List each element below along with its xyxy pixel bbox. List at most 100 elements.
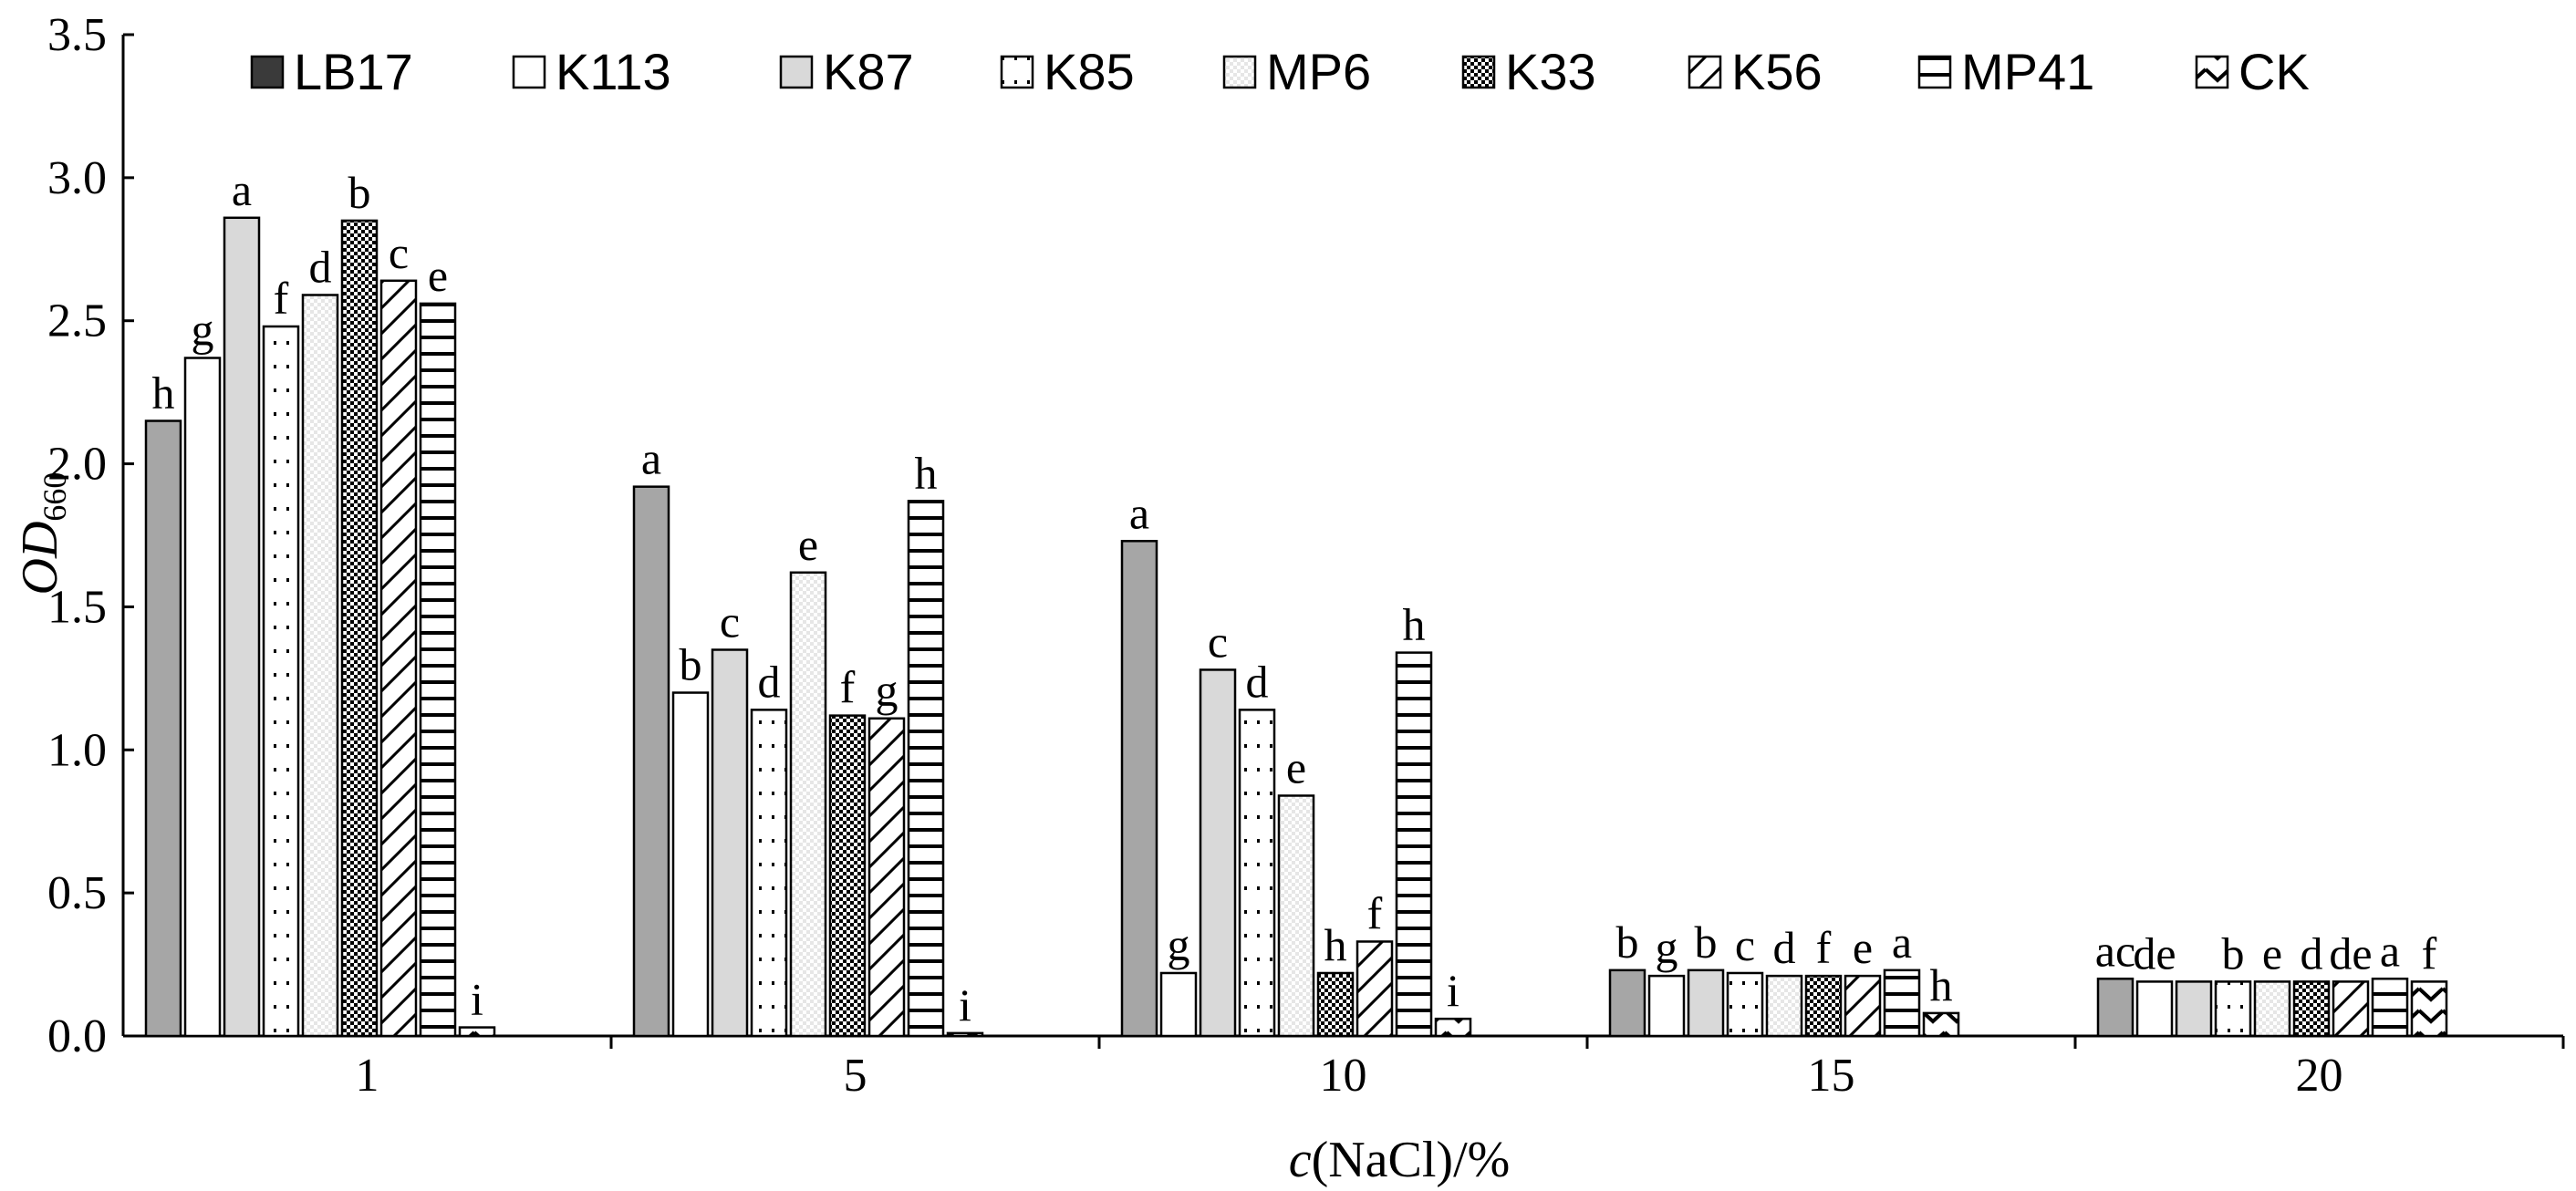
legend-swatch [1688, 55, 1722, 89]
y-tick-label: 2.5 [47, 295, 107, 347]
significance-label: i [1447, 965, 1459, 1016]
significance-label: a [1892, 917, 1912, 968]
y-axis-title-main: OD [12, 522, 68, 596]
significance-label: d [2301, 927, 2323, 979]
y-ticks: 0.0 0.5 1.0 1.5 2.0 2.5 3.0 3.5 [47, 9, 134, 1062]
significance-label: a [641, 433, 661, 484]
bar-k87-20 [2175, 980, 2213, 1038]
bar-lb17-10 [1120, 540, 1158, 1038]
significance-label: a [232, 164, 252, 215]
significance-label: b [2222, 927, 2245, 979]
legend-swatch [250, 55, 285, 89]
bar-mp41-5 [907, 500, 945, 1038]
legend-label: K85 [1044, 43, 1135, 100]
legend-item-mp6: MP6 [1222, 43, 1371, 100]
legend-label: MP6 [1266, 43, 1371, 100]
x-axis-title-variable: c [1289, 1132, 1312, 1188]
significance-label: i [959, 979, 971, 1030]
bar-k33-20 [2292, 980, 2331, 1038]
significance-label: a [1129, 487, 1149, 538]
significance-label: e [428, 250, 448, 301]
significance-label: d [309, 241, 332, 292]
significance-label: f [840, 662, 856, 713]
significance-label: f [1367, 887, 1383, 938]
bar-k87-15 [1687, 968, 1725, 1038]
bar-mp41-20 [2371, 978, 2409, 1038]
legend-item-k113: K113 [512, 43, 671, 100]
bar-k85-15 [1726, 971, 1764, 1038]
significance-label: h [1324, 919, 1347, 970]
bar-k87-5 [711, 648, 749, 1038]
x-tick-label: 1 [356, 1050, 379, 1102]
legend-swatch [779, 55, 814, 89]
bar-ck-5 [946, 1031, 984, 1038]
legend-label: K33 [1505, 43, 1596, 100]
y-axis-title: OD660 [12, 472, 73, 596]
bar-k56-1 [379, 279, 418, 1038]
significance-label: e [798, 519, 818, 570]
legend-item-k33: K33 [1461, 43, 1596, 100]
bar-k56-20 [2332, 980, 2370, 1038]
significance-label: i [471, 974, 483, 1025]
significance-label: g [876, 665, 898, 716]
bar-k87-1 [223, 216, 261, 1038]
significance-label: h [1930, 959, 1953, 1010]
y-tick-label: 3.5 [47, 9, 107, 61]
x-axis-title: c(NaCl)/% [1289, 1132, 1511, 1188]
legend: LB17 K113 K87 K85 MP6 K33 K56 MP41 CK [250, 43, 2310, 100]
legend-label: MP41 [1961, 43, 2094, 100]
significance-label: c [1208, 616, 1228, 667]
legend-item-k85: K85 [1000, 43, 1135, 100]
bar-ck-10 [1434, 1017, 1472, 1038]
bar-k56-10 [1356, 940, 1394, 1038]
legend-label: K87 [823, 43, 914, 100]
bar-mp6-1 [301, 294, 339, 1038]
legend-item-mp41: MP41 [1917, 43, 2094, 100]
x-tick-label: 5 [844, 1050, 867, 1102]
bar-k33-5 [828, 714, 867, 1038]
bar-ck-15 [1922, 1011, 1960, 1038]
bar-k85-1 [262, 325, 300, 1038]
significance-label: de [2133, 927, 2176, 979]
bar-mp41-1 [419, 302, 457, 1038]
y-tick-label: 2.0 [47, 439, 107, 491]
legend-item-k56: K56 [1688, 43, 1823, 100]
y-tick-label: 0.5 [47, 867, 107, 919]
y-tick-label: 1.5 [47, 581, 107, 633]
y-axis-title-subscript: 660 [36, 472, 73, 522]
bar-mp6-20 [2253, 980, 2291, 1038]
significance-label: f [274, 273, 289, 324]
bar-mp6-5 [789, 571, 827, 1038]
bar-k85-10 [1238, 709, 1276, 1038]
significance-label: h [152, 368, 175, 419]
bar-mp6-15 [1765, 974, 1803, 1038]
bar-k113-10 [1159, 971, 1198, 1038]
significance-label: f [1816, 922, 1832, 973]
legend-item-k87: K87 [779, 43, 914, 100]
bar-mp41-15 [1883, 968, 1921, 1038]
legend-swatch [2195, 55, 2229, 89]
bar-lb17-1 [144, 419, 182, 1038]
legend-swatch [1461, 55, 1496, 89]
legend-swatch [1917, 55, 1952, 89]
significance-label: e [1853, 922, 1873, 973]
x-axis-title-unit: (NaCl)/% [1312, 1132, 1511, 1188]
bar-k113-20 [2135, 980, 2174, 1038]
bar-k87-10 [1199, 668, 1237, 1038]
y-tick-label: 1.0 [47, 724, 107, 776]
bar-k33-1 [340, 219, 379, 1038]
legend-swatch [1222, 55, 1257, 89]
legend-swatch [512, 55, 546, 89]
bar-k113-1 [183, 357, 222, 1038]
significance-label: g [1656, 922, 1678, 973]
bar-ck-1 [458, 1026, 496, 1038]
significance-label: h [915, 447, 938, 498]
legend-label: K56 [1731, 43, 1823, 100]
bar-mp41-10 [1395, 651, 1433, 1038]
y-tick-label: 0.0 [47, 1010, 107, 1062]
significance-label: e [1286, 741, 1306, 792]
significance-label: a [2380, 925, 2400, 976]
bar-k56-15 [1844, 974, 1882, 1038]
